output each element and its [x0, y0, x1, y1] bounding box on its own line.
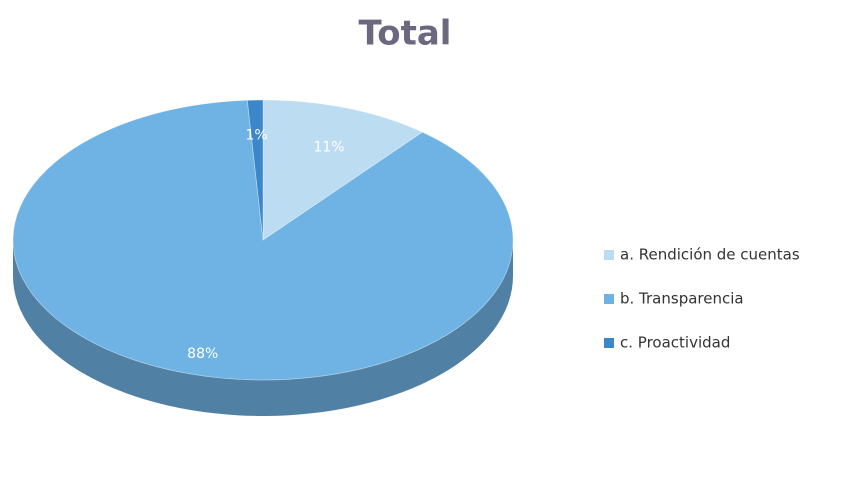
pie-slice — [262, 99, 424, 241]
chart-title: Total — [359, 14, 452, 54]
legend-swatch — [604, 294, 614, 304]
pie-slice — [246, 99, 264, 241]
legend-label: b. Transparencia — [620, 290, 744, 308]
data-label: 88% — [187, 346, 218, 362]
legend-label: c. Proactividad — [620, 334, 730, 352]
legend-label: a. Rendición de cuentas — [620, 246, 800, 264]
legend-swatch — [604, 250, 614, 260]
data-label: 1% — [245, 127, 267, 143]
pie-slice — [12, 99, 514, 381]
pie-side — [13, 240, 513, 416]
data-label: 11% — [313, 139, 344, 155]
legend-swatch — [604, 338, 614, 348]
